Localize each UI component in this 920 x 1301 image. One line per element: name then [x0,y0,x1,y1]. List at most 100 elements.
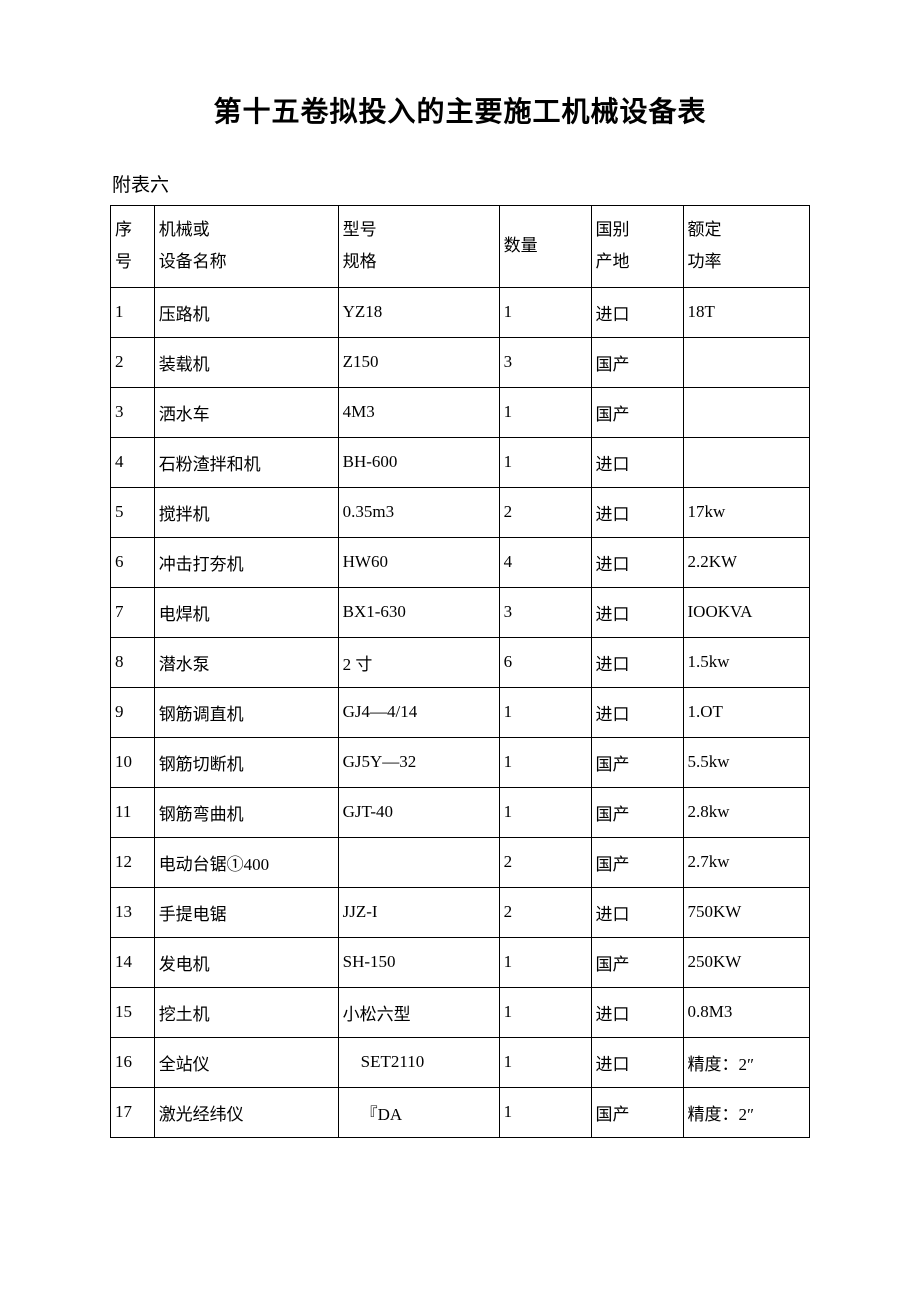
cell-power: 17kw [683,487,809,537]
col-header-qty-line1: 数量 [504,236,538,255]
table-row: 8潜水泵2 寸6进口1.5kw [111,637,810,687]
cell-seq: 17 [111,1087,155,1137]
cell-origin: 进口 [591,637,683,687]
cell-qty: 1 [499,437,591,487]
table-subtitle: 附表六 [110,170,810,197]
table-row: 14发电机SH-1501国产250KW [111,937,810,987]
cell-qty: 2 [499,887,591,937]
equipment-table: 序 号 机械或 设备名称 型号 规格 数量 国别 产地 额定 功率 [110,205,810,1138]
cell-seq: 1 [111,287,155,337]
col-header-model: 型号 规格 [338,206,499,288]
cell-power: 2.7kw [683,837,809,887]
cell-power: 5.5kw [683,737,809,787]
cell-qty: 1 [499,1037,591,1087]
cell-model: SET2110 [338,1037,499,1087]
cell-seq: 7 [111,587,155,637]
col-header-power-line2: 功率 [688,252,722,271]
table-row: 5搅拌机0.35m32进口17kw [111,487,810,537]
cell-qty: 1 [499,387,591,437]
cell-qty: 1 [499,787,591,837]
table-row: 11钢筋弯曲机GJT-401国产2.8kw [111,787,810,837]
cell-name: 挖土机 [154,987,338,1037]
cell-power: 1.OT [683,687,809,737]
cell-origin: 国产 [591,787,683,837]
cell-name: 潜水泵 [154,637,338,687]
cell-model: SH-150 [338,937,499,987]
cell-model: 『DA [338,1087,499,1137]
col-header-model-line2: 规格 [343,252,377,271]
table-row: 4石粉渣拌和机BH-6001进口 [111,437,810,487]
cell-origin: 进口 [591,987,683,1037]
table-body: 1压路机YZ181进口18T2装载机Z1503国产3洒水车4M31国产4石粉渣拌… [111,287,810,1137]
cell-model [338,837,499,887]
cell-origin: 进口 [591,887,683,937]
cell-seq: 15 [111,987,155,1037]
cell-model: JJZ-I [338,887,499,937]
cell-name: 激光经纬仪 [154,1087,338,1137]
cell-origin: 国产 [591,837,683,887]
cell-power: 2.2KW [683,537,809,587]
table-row: 10钢筋切断机GJ5Y—321国产5.5kw [111,737,810,787]
cell-origin: 进口 [591,1037,683,1087]
cell-name: 石粉渣拌和机 [154,437,338,487]
cell-seq: 16 [111,1037,155,1087]
cell-power [683,387,809,437]
cell-qty: 1 [499,737,591,787]
table-row: 15挖土机小松六型1进口0.8M3 [111,987,810,1037]
cell-model: 4M3 [338,387,499,437]
cell-name: 电动台锯①400 [154,837,338,887]
cell-name: 发电机 [154,937,338,987]
cell-name: 电焊机 [154,587,338,637]
cell-seq: 8 [111,637,155,687]
cell-origin: 国产 [591,1087,683,1137]
cell-model: HW60 [338,537,499,587]
table-row: 1压路机YZ181进口18T [111,287,810,337]
cell-model: GJ4—4/14 [338,687,499,737]
col-header-model-line1: 型号 [343,220,377,239]
cell-power [683,437,809,487]
cell-origin: 进口 [591,687,683,737]
cell-qty: 1 [499,287,591,337]
cell-name: 压路机 [154,287,338,337]
cell-qty: 2 [499,837,591,887]
cell-origin: 进口 [591,287,683,337]
cell-model: 小松六型 [338,987,499,1037]
cell-origin: 进口 [591,587,683,637]
cell-name: 冲击打夯机 [154,537,338,587]
col-header-name-line2: 设备名称 [159,252,227,271]
cell-seq: 10 [111,737,155,787]
cell-power: 18T [683,287,809,337]
cell-origin: 国产 [591,387,683,437]
cell-power [683,337,809,387]
cell-qty: 1 [499,1087,591,1137]
cell-name: 钢筋切断机 [154,737,338,787]
cell-power: 750KW [683,887,809,937]
cell-seq: 2 [111,337,155,387]
cell-name: 装载机 [154,337,338,387]
col-header-power-line1: 额定 [688,220,722,239]
cell-model: GJ5Y—32 [338,737,499,787]
col-header-power: 额定 功率 [683,206,809,288]
cell-name: 全站仪 [154,1037,338,1087]
cell-name: 搅拌机 [154,487,338,537]
cell-power: 0.8M3 [683,987,809,1037]
cell-origin: 进口 [591,487,683,537]
table-row: 2装载机Z1503国产 [111,337,810,387]
cell-power: 精度：2″ [683,1037,809,1087]
cell-model: 2 寸 [338,637,499,687]
cell-qty: 3 [499,587,591,637]
cell-seq: 11 [111,787,155,837]
cell-model: 0.35m3 [338,487,499,537]
table-row: 13手提电锯JJZ-I2进口750KW [111,887,810,937]
cell-model: GJT-40 [338,787,499,837]
cell-seq: 9 [111,687,155,737]
table-row: 17激光经纬仪『DA1国产精度：2″ [111,1087,810,1137]
col-header-seq: 序 号 [111,206,155,288]
cell-seq: 14 [111,937,155,987]
cell-qty: 4 [499,537,591,587]
cell-model: BH-600 [338,437,499,487]
cell-origin: 国产 [591,937,683,987]
cell-name: 钢筋调直机 [154,687,338,737]
cell-name: 洒水车 [154,387,338,437]
cell-origin: 国产 [591,737,683,787]
